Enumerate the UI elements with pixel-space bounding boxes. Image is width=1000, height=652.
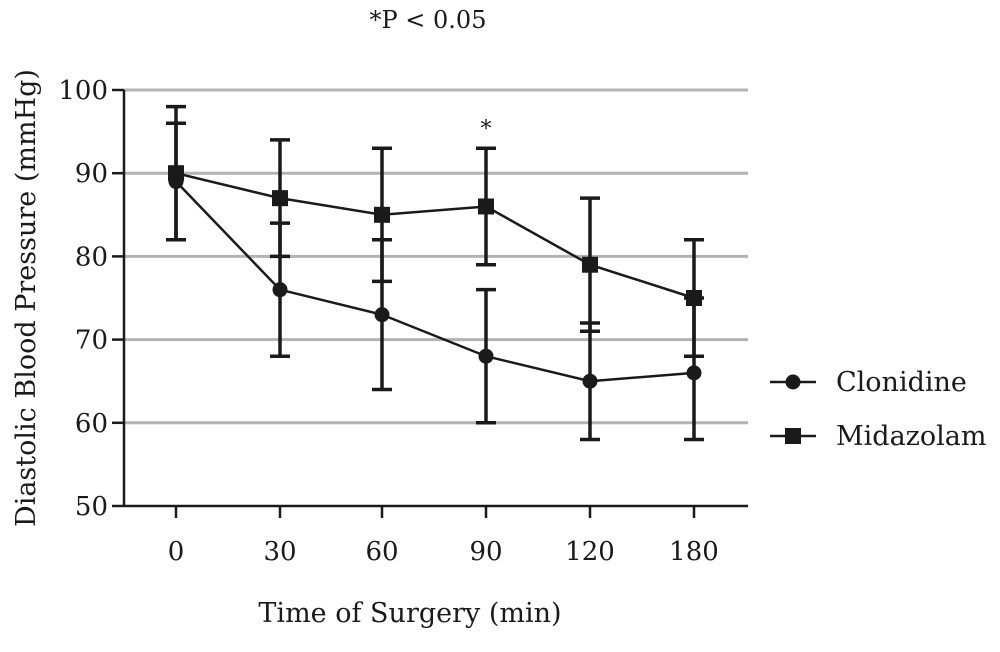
clonidine-point-120 — [582, 373, 598, 389]
y-tick-label-100: 100 — [58, 76, 108, 106]
midazolam-point-90 — [478, 198, 494, 215]
x-tick-labels: 0 30 60 90 120 180 — [168, 537, 719, 567]
y-axis-title: Diastolic Blood Pressure (mmHg) — [11, 69, 42, 527]
y-tick-label-50: 50 — [75, 492, 108, 522]
x-tick-label-120: 120 — [565, 537, 615, 567]
series-clonidine — [166, 121, 704, 442]
legend-marker-clonidine — [785, 374, 801, 390]
x-tick-label-60: 60 — [365, 537, 398, 567]
midazolam-point-60 — [374, 206, 390, 223]
midazolam-line — [175, 171, 695, 300]
annotations: * — [481, 117, 492, 142]
y-tick-label-60: 60 — [75, 409, 108, 439]
midazolam-point-180 — [686, 290, 702, 306]
legend-item-midazolam: Midazolam — [770, 421, 986, 452]
clonidine-point-30 — [272, 282, 288, 298]
x-axis-title: Time of Surgery (min) — [258, 598, 561, 629]
x-tick-label-0: 0 — [168, 537, 185, 567]
y-tick-label-70: 70 — [75, 326, 108, 356]
y-tick-label-80: 80 — [75, 242, 108, 272]
legend-label-clonidine: Clonidine — [836, 367, 967, 398]
legend-label-midazolam: Midazolam — [836, 421, 986, 452]
grid-lines — [124, 88, 748, 425]
significance-marker-90: * — [481, 117, 492, 142]
y-tick-labels: 50 60 70 80 90 100 — [58, 76, 108, 522]
series-midazolam — [166, 104, 704, 358]
clonidine-point-90 — [478, 348, 494, 364]
clonidine-line — [175, 180, 695, 383]
midazolam-point-0 — [168, 165, 184, 182]
x-tick-label-90: 90 — [469, 537, 502, 567]
legend-item-clonidine: Clonidine — [770, 367, 967, 398]
midazolam-point-30 — [272, 190, 288, 207]
clonidine-point-180 — [686, 365, 702, 381]
y-tick-label-90: 90 — [75, 159, 108, 189]
data-series — [166, 104, 704, 442]
chart-title: *P < 0.05 — [370, 6, 487, 34]
x-tick-label-180: 180 — [669, 537, 719, 567]
x-tick-label-30: 30 — [263, 537, 296, 567]
legend: Clonidine Midazolam — [770, 367, 986, 452]
legend-marker-midazolam — [785, 428, 801, 444]
midazolam-point-120 — [582, 256, 598, 273]
clonidine-point-60 — [374, 307, 390, 323]
axes — [112, 88, 748, 518]
